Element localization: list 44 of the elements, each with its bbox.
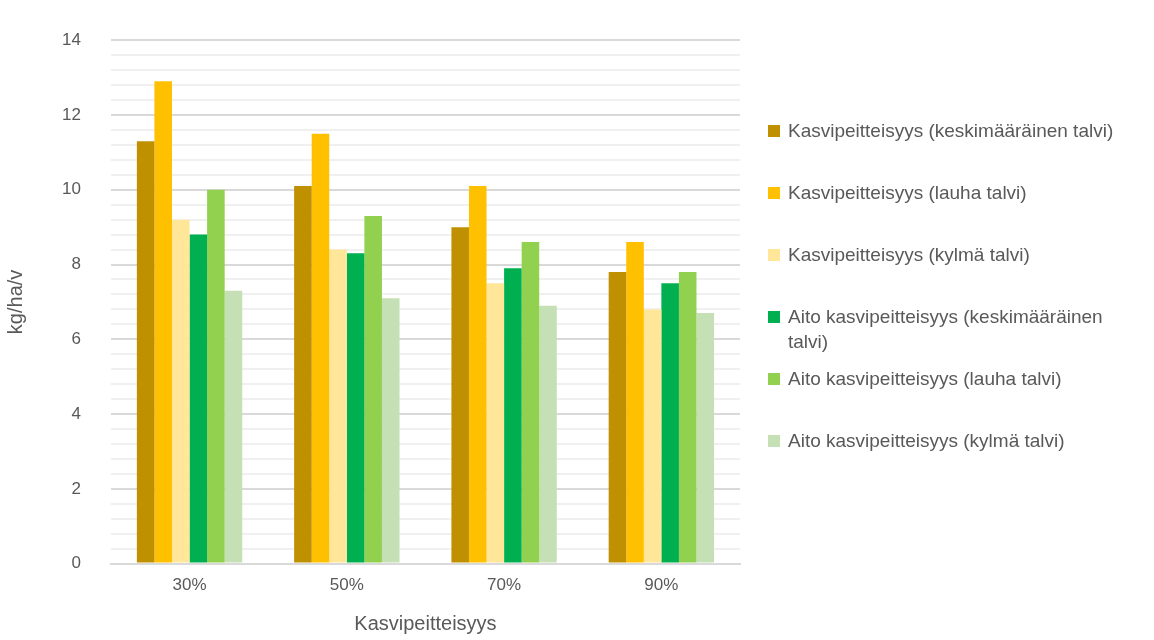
bar — [661, 283, 679, 563]
bar — [626, 242, 644, 563]
bar — [504, 268, 522, 563]
y-tick-label: 8 — [71, 254, 81, 274]
y-tick-label: 12 — [61, 104, 81, 124]
bar — [154, 81, 172, 563]
bar — [294, 186, 312, 563]
bar — [136, 141, 155, 563]
x-axis-title: Kasvipeitteisyys — [354, 611, 497, 634]
legend-label: Kasvipeitteisyys (kylmä talvi) — [788, 244, 1030, 265]
bar — [643, 309, 662, 563]
bar — [364, 215, 382, 563]
y-tick-label: 2 — [71, 478, 81, 498]
bar — [207, 189, 225, 563]
bar — [311, 133, 330, 563]
bar — [451, 227, 469, 563]
bar — [521, 242, 540, 563]
bar — [678, 271, 697, 563]
bar — [696, 313, 715, 563]
bar — [224, 290, 243, 563]
y-tick-label: 6 — [71, 328, 81, 348]
x-tick-label: 90% — [644, 575, 679, 595]
bar — [381, 298, 400, 563]
x-tick-label: 30% — [172, 575, 207, 595]
bar — [539, 305, 557, 563]
x-tick-label: 70% — [487, 575, 522, 595]
legend-label: Kasvipeitteisyys (keskimääräinen talvi) — [788, 120, 1114, 141]
y-axis-title: kg/ha/v — [3, 269, 26, 335]
legend-label: Aito kasvipeitteisyys (keskimääräinen talvi) — [788, 306, 1103, 352]
x-tick-label: 50% — [329, 575, 364, 595]
legend-label: Aito kasvipeitteisyys (lauha talvi) — [788, 368, 1062, 389]
y-tick-label: 14 — [61, 29, 81, 49]
bar — [171, 219, 190, 563]
bar — [608, 271, 627, 563]
legend-label: Aito kasvipeitteisyys (kylmä talvi) — [788, 430, 1065, 451]
y-tick-label: 10 — [61, 179, 81, 199]
y-tick-label: 0 — [71, 553, 81, 573]
legend-label: Kasvipeitteisyys (lauha talvi) — [788, 182, 1027, 203]
bar — [346, 253, 365, 563]
y-tick-label: 4 — [71, 403, 81, 423]
bar — [329, 249, 347, 563]
bar — [189, 234, 208, 563]
bar — [468, 186, 487, 563]
bar — [486, 283, 505, 563]
